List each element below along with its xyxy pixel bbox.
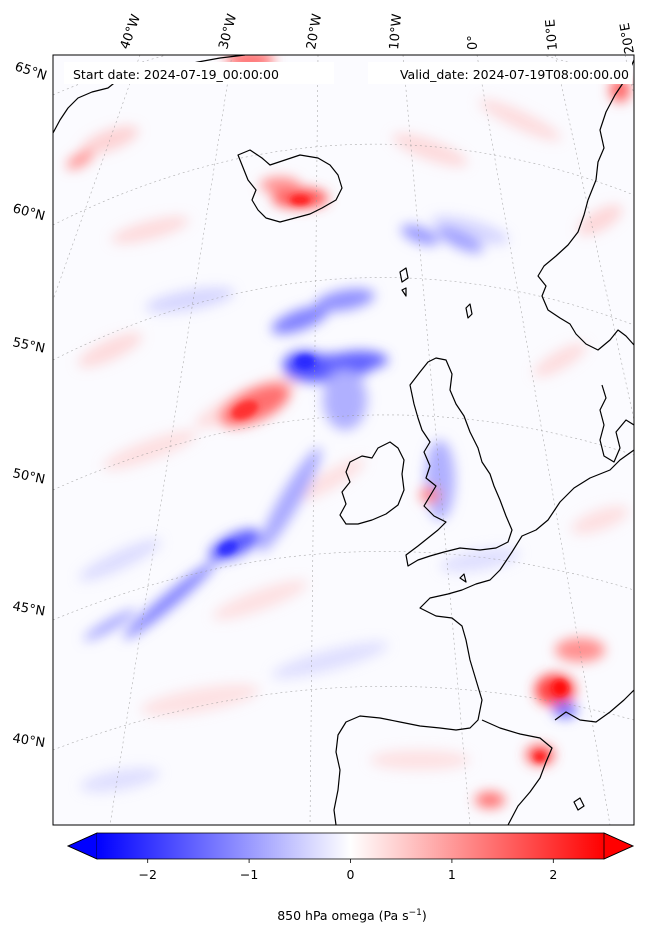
start-label-box — [64, 62, 334, 84]
scandinavia-coast — [537, 59, 634, 351]
corsica-sardinia — [459, 573, 585, 811]
ireland-coast — [339, 441, 405, 525]
iceland-coast — [237, 149, 343, 223]
lon-label: 10°W — [387, 13, 405, 50]
lat-label: 50°N — [11, 466, 46, 487]
colorbar-min-arrow — [67, 832, 98, 860]
colorbar-label: 850 hPa omega (Pa s−1) — [277, 908, 427, 923]
colorbar: −2 −1 0 1 2 850 hPa omega (Pa s−1) — [67, 832, 634, 923]
map-frame — [52, 54, 635, 826]
valid-date-label: Valid_date: 2024-07-19T08:00:00.00 — [400, 67, 629, 82]
lat-label: 55°N — [11, 335, 46, 356]
lat-label: 60°N — [11, 201, 47, 224]
lat-label: 65°N — [13, 60, 49, 84]
lon-label: 0° — [466, 35, 481, 50]
omega-field-peaks — [218, 195, 568, 762]
lon-label: 30°W — [216, 12, 240, 51]
lon-label: 20°W — [304, 13, 325, 51]
map-background — [53, 55, 634, 825]
lat-label: 45°N — [11, 599, 46, 619]
mediterranean-coast — [481, 719, 553, 825]
omega-field — [66, 55, 630, 808]
italy-coast — [554, 689, 634, 723]
graticule — [53, 55, 634, 825]
valid-label-box — [368, 62, 632, 84]
lon-labels: 40°W 30°W 20°W 10°W 0° 10°E 20°E — [118, 12, 638, 55]
colorbar-tick-label: 1 — [448, 867, 456, 882]
colorbar-tick-label: −2 — [138, 867, 156, 882]
map-panel — [53, 55, 634, 825]
lon-label: 20°E — [618, 22, 638, 55]
start-date-label: Start date: 2024-07-19_00:00:00 — [73, 67, 279, 82]
faroe-shetland — [399, 267, 473, 319]
lat-label: 40°N — [11, 731, 46, 751]
colorbar-max-arrow — [603, 832, 634, 860]
continent-coast — [333, 449, 634, 825]
colorbar-ticks: −2 −1 0 1 2 — [138, 859, 557, 882]
lon-label: 10°E — [543, 19, 561, 51]
colorbar-tick-label: −1 — [240, 867, 258, 882]
colorbar-gradient — [97, 833, 604, 859]
colorbar-tick-label: 2 — [549, 867, 557, 882]
denmark-coast — [599, 384, 634, 463]
colorbar-outline — [67, 832, 634, 860]
lon-label: 40°W — [118, 12, 144, 51]
britain-coast — [405, 357, 513, 567]
lat-labels: 65°N 60°N 55°N 50°N 45°N 40°N — [11, 60, 49, 752]
colorbar-tick-label: 0 — [347, 867, 355, 882]
